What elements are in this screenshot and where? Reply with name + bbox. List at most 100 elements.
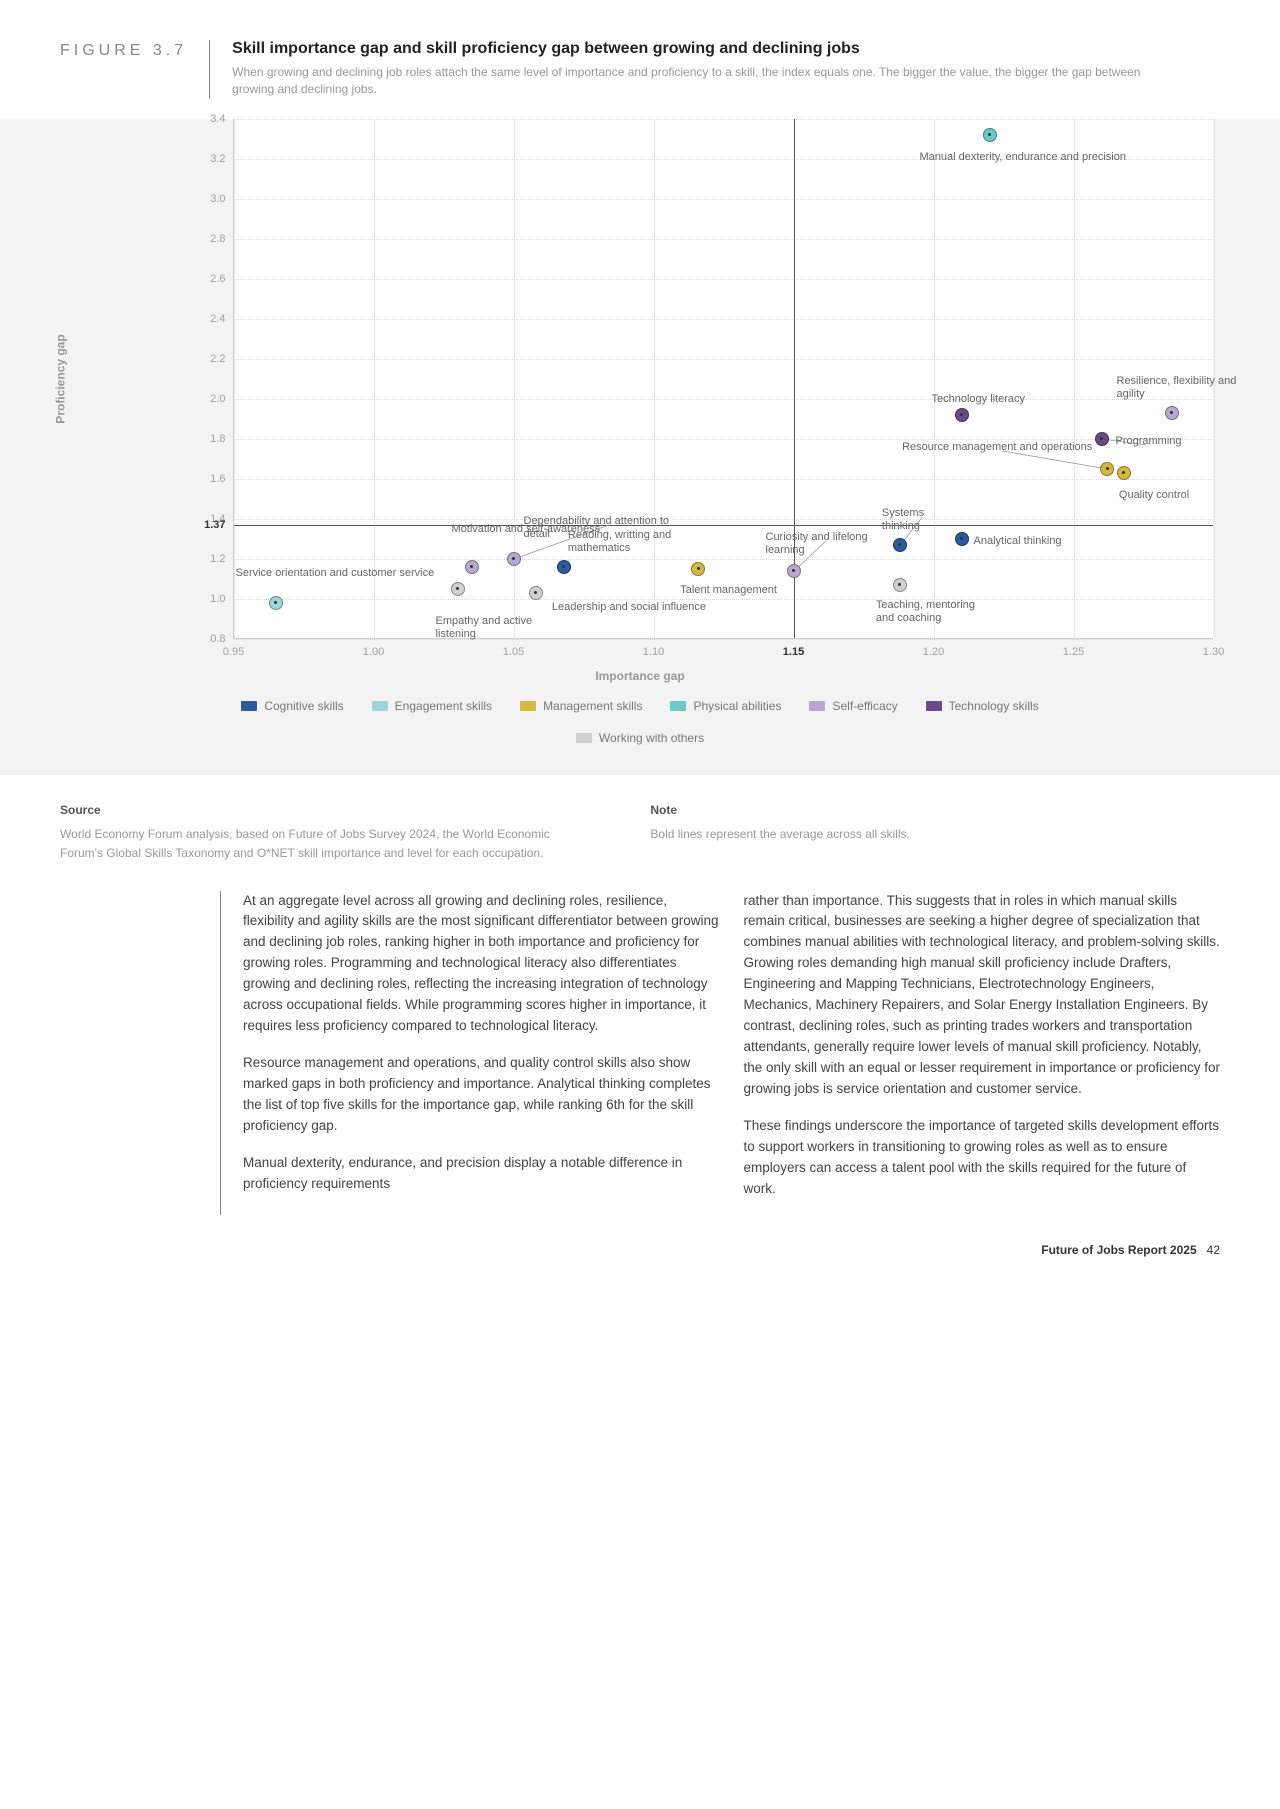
point-label: Empathy and active listening: [436, 615, 556, 641]
gridline-v: [374, 119, 375, 638]
body-text: At an aggregate level across all growing…: [220, 891, 1220, 1216]
note-block: Note Bold lines represent the average ac…: [650, 801, 1160, 863]
data-point: [557, 560, 571, 574]
gridline-v: [234, 119, 235, 638]
legend-label: Management skills: [543, 699, 642, 713]
data-point: [955, 532, 969, 546]
gridline-h: [234, 519, 1213, 520]
gridline-h: [234, 199, 1213, 200]
x-ref-label: 1.15: [783, 638, 804, 658]
y-tick: 1.2: [210, 553, 233, 565]
notes-row: Source World Economy Forum analysis, bas…: [60, 801, 1220, 863]
point-label: Service orientation and customer service: [236, 567, 446, 580]
gridline-h: [234, 439, 1213, 440]
leader-lines: [234, 119, 1214, 639]
y-tick: 2.2: [210, 353, 233, 365]
figure-header: FIGURE 3.7 Skill importance gap and skil…: [60, 40, 1220, 99]
header-divider: [209, 40, 210, 99]
body-paragraph: Resource management and operations, and …: [243, 1053, 720, 1137]
y-tick: 2.6: [210, 273, 233, 285]
point-label: Resilience, flexibility and agility: [1117, 375, 1257, 401]
y-tick: 3.2: [210, 153, 233, 165]
gridline-v: [1074, 119, 1075, 638]
legend-swatch: [372, 701, 388, 711]
point-label: Technology literacy: [932, 393, 1026, 406]
y-tick: 2.4: [210, 313, 233, 325]
y-ref-label: 1.37: [204, 519, 233, 531]
legend-label: Engagement skills: [395, 699, 492, 713]
x-axis-label: Importance gap: [595, 639, 684, 683]
note-heading: Note: [650, 801, 1160, 820]
data-point: [955, 408, 969, 422]
data-point: [1100, 462, 1114, 476]
legend-item: Engagement skills: [372, 699, 492, 713]
gridline-h: [234, 319, 1213, 320]
footer-title: Future of Jobs Report 2025: [1041, 1243, 1196, 1257]
legend-label: Working with others: [599, 731, 704, 745]
y-tick: 2.8: [210, 233, 233, 245]
y-tick: 2.0: [210, 393, 233, 405]
body-col-1: At an aggregate level across all growing…: [243, 891, 720, 1216]
point-label: Analytical thinking: [974, 535, 1062, 548]
gridline-h: [234, 559, 1213, 560]
data-point: [1117, 466, 1131, 480]
legend-label: Self-efficacy: [832, 699, 897, 713]
gridline-h: [234, 119, 1213, 120]
source-text: World Economy Forum analysis, based on F…: [60, 825, 570, 862]
body-paragraph: rather than importance. This suggests th…: [744, 891, 1221, 1100]
gridline-h: [234, 399, 1213, 400]
legend-item: Cognitive skills: [241, 699, 343, 713]
legend-item: Technology skills: [926, 699, 1039, 713]
legend-swatch: [670, 701, 686, 711]
point-label: Quality control: [1119, 489, 1189, 502]
gridline-v: [934, 119, 935, 638]
legend-item: Management skills: [520, 699, 642, 713]
ref-line-h: [234, 525, 1213, 526]
figure-title: Skill importance gap and skill proficien…: [232, 40, 1220, 58]
legend-label: Physical abilities: [693, 699, 781, 713]
gridline-h: [234, 359, 1213, 360]
chart-container: Proficiency gap 0.81.01.21.41.61.82.02.2…: [0, 119, 1280, 775]
point-label: Teaching, mentoring and coaching: [876, 599, 996, 625]
gridline-h: [234, 479, 1213, 480]
body-paragraph: These findings underscore the importance…: [744, 1116, 1221, 1200]
legend-swatch: [926, 701, 942, 711]
data-point: [507, 552, 521, 566]
scatter-plot: 0.81.01.21.41.61.82.02.22.42.62.83.03.23…: [233, 119, 1213, 639]
y-tick: 1.6: [210, 473, 233, 485]
data-point: [451, 582, 465, 596]
footer-page: 42: [1207, 1243, 1220, 1257]
data-point: [787, 564, 801, 578]
figure-subtitle: When growing and declining job roles att…: [232, 64, 1152, 99]
body-paragraph: Manual dexterity, endurance, and precisi…: [243, 1153, 720, 1195]
data-point: [983, 128, 997, 142]
note-text: Bold lines represent the average across …: [650, 825, 1160, 844]
point-label: Curiosity and lifelong learning: [766, 531, 886, 557]
y-tick: 1.0: [210, 593, 233, 605]
y-tick: 3.4: [210, 113, 233, 125]
y-tick: 3.0: [210, 193, 233, 205]
data-point: [529, 586, 543, 600]
legend-item: Self-efficacy: [809, 699, 897, 713]
point-label: Talent management: [680, 584, 777, 597]
body-paragraph: At an aggregate level across all growing…: [243, 891, 720, 1037]
point-label: Programming: [1116, 435, 1182, 448]
legend-item: Physical abilities: [670, 699, 781, 713]
source-block: Source World Economy Forum analysis, bas…: [60, 801, 570, 863]
data-point: [893, 578, 907, 592]
x-tick: 0.95: [223, 638, 244, 658]
legend-swatch: [576, 733, 592, 743]
point-label: Reading, writting and mathematics: [568, 529, 718, 555]
ref-line-v: [794, 119, 795, 638]
gridline-h: [234, 599, 1213, 600]
page-footer: Future of Jobs Report 2025 42: [60, 1243, 1220, 1257]
point-label: Resource management and operations: [902, 441, 1102, 454]
data-point: [465, 560, 479, 574]
gridline-h: [234, 239, 1213, 240]
legend-label: Technology skills: [949, 699, 1039, 713]
y-tick: 1.8: [210, 433, 233, 445]
source-heading: Source: [60, 801, 570, 820]
data-point: [893, 538, 907, 552]
legend-item: Working with others: [576, 731, 704, 745]
data-point: [269, 596, 283, 610]
